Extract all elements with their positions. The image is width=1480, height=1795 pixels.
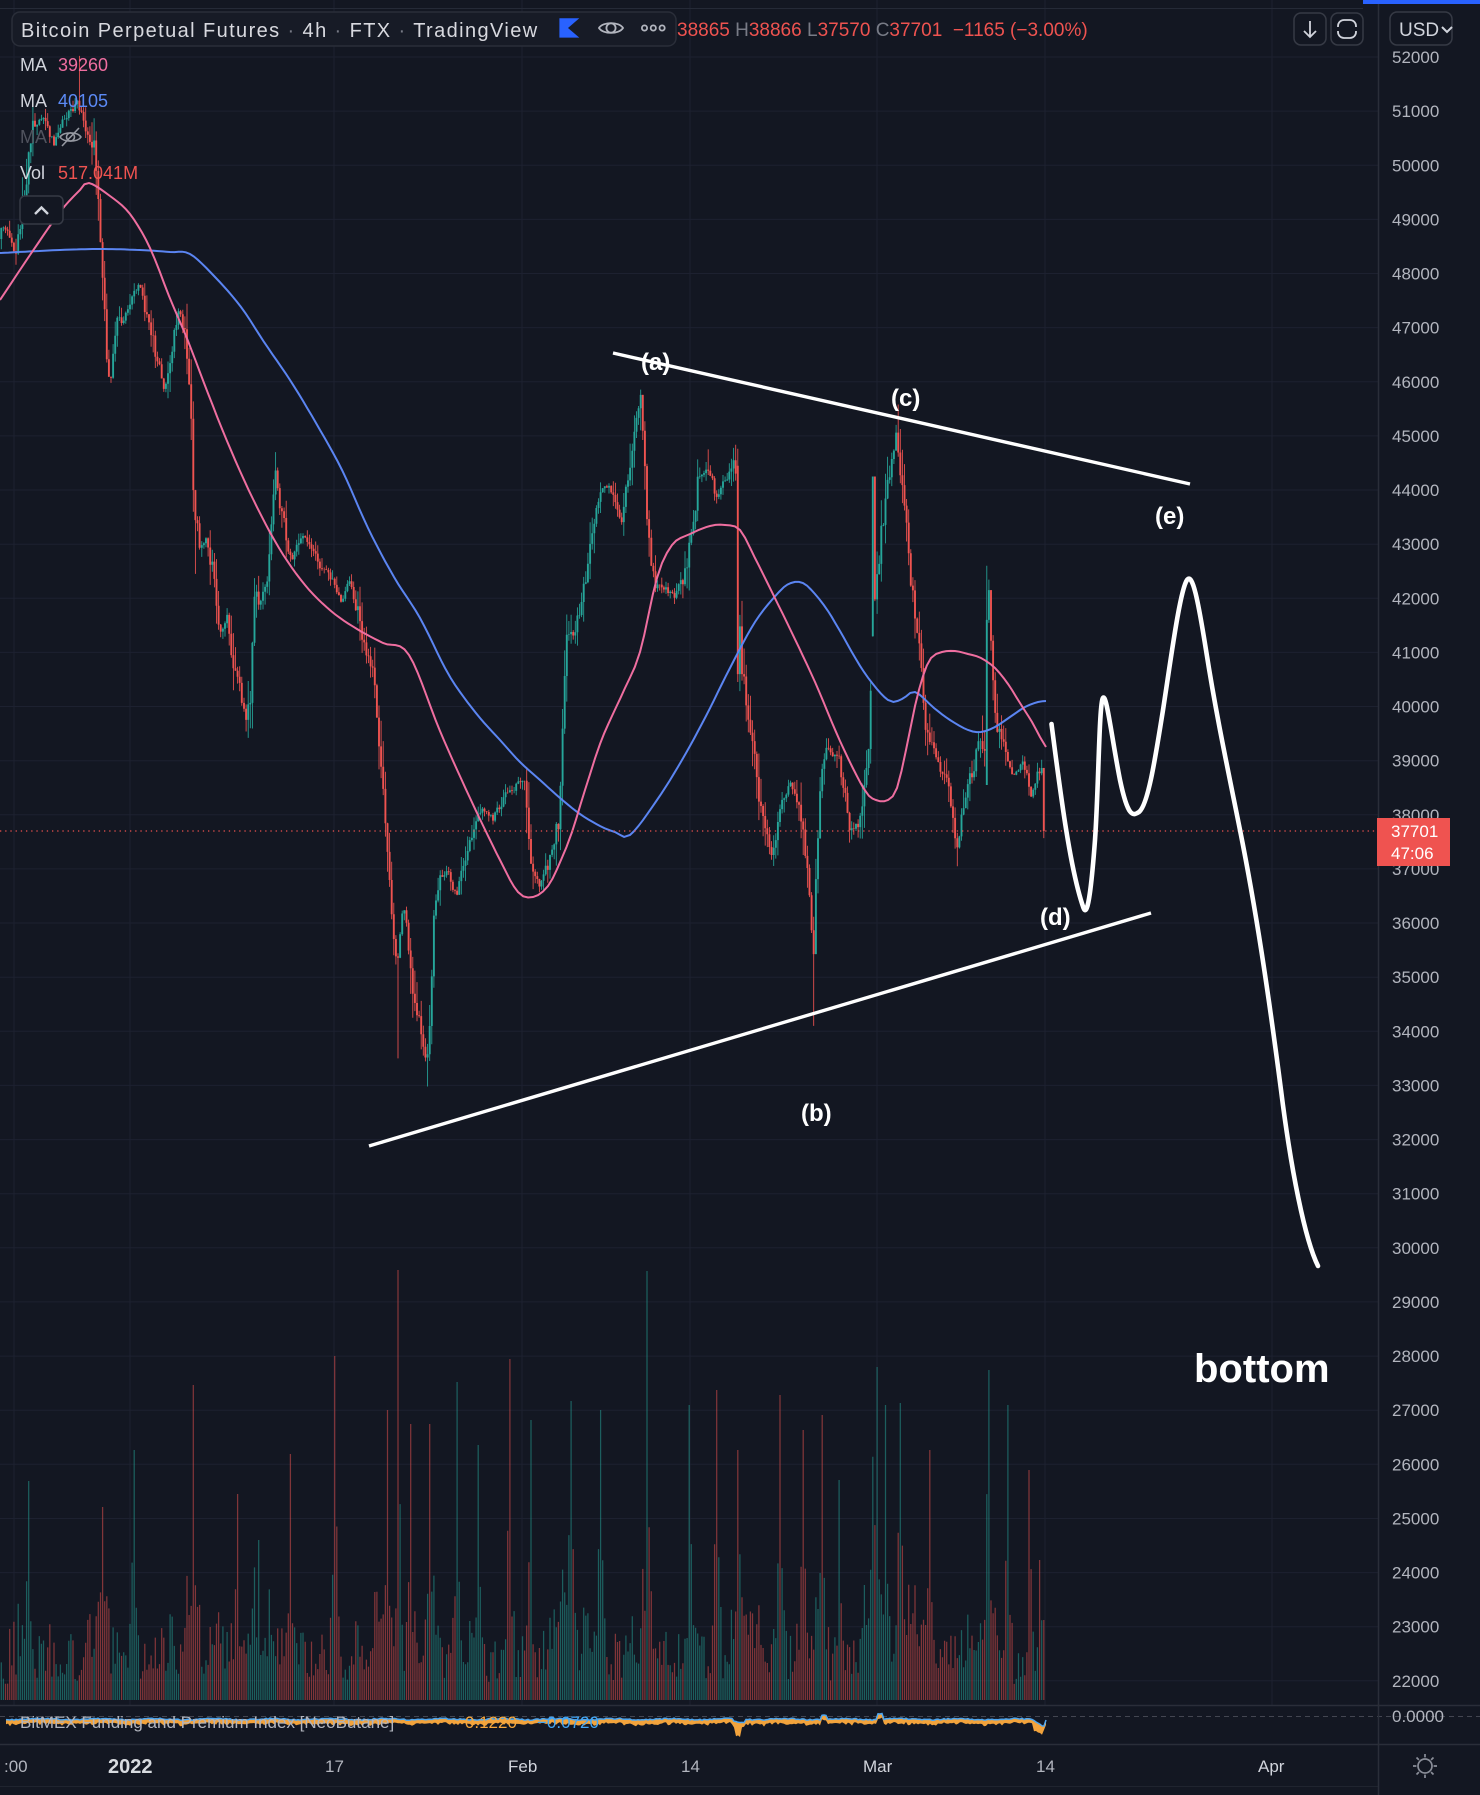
svg-text:(b): (b) — [801, 1100, 832, 1127]
svg-text:Mar: Mar — [863, 1757, 893, 1776]
svg-text:39000: 39000 — [1392, 752, 1439, 771]
svg-text:26000: 26000 — [1392, 1455, 1439, 1474]
svg-text:Apr: Apr — [1258, 1757, 1285, 1776]
svg-text:39260: 39260 — [58, 55, 108, 75]
svg-text:29000: 29000 — [1392, 1293, 1439, 1312]
svg-text:25000: 25000 — [1392, 1510, 1439, 1529]
svg-text:34000: 34000 — [1392, 1022, 1439, 1041]
svg-text:MA: MA — [20, 127, 47, 147]
svg-text:Vol: Vol — [20, 163, 45, 183]
svg-text:bottom: bottom — [1194, 1347, 1330, 1391]
svg-text:17: 17 — [325, 1757, 344, 1776]
svg-text:USD: USD — [1399, 20, 1439, 41]
svg-text:52000: 52000 — [1392, 48, 1439, 67]
svg-text:40105: 40105 — [58, 91, 108, 111]
svg-text:33000: 33000 — [1392, 1076, 1439, 1095]
svg-text:48000: 48000 — [1392, 265, 1439, 284]
svg-text:36000: 36000 — [1392, 914, 1439, 933]
svg-text:(e): (e) — [1155, 503, 1184, 530]
svg-text:Feb: Feb — [508, 1757, 537, 1776]
svg-text:−0.0720: −0.0720 — [537, 1713, 599, 1732]
svg-text:27000: 27000 — [1392, 1401, 1439, 1420]
svg-text:517.041M: 517.041M — [58, 163, 138, 183]
svg-text:28000: 28000 — [1392, 1347, 1439, 1366]
svg-text:35000: 35000 — [1392, 968, 1439, 987]
svg-text:23000: 23000 — [1392, 1618, 1439, 1637]
svg-text:49000: 49000 — [1392, 210, 1439, 229]
svg-text:38865 H38866 L37570 C37701 −1: 38865 H38866 L37570 C37701 −1165 (−3.00%… — [677, 20, 1088, 41]
svg-text:32000: 32000 — [1392, 1131, 1439, 1150]
svg-text:37701: 37701 — [1391, 822, 1438, 841]
svg-text:0.0000: 0.0000 — [1392, 1707, 1444, 1726]
svg-text:MA: MA — [20, 91, 47, 111]
svg-text:40000: 40000 — [1392, 698, 1439, 717]
svg-text:43000: 43000 — [1392, 535, 1439, 554]
svg-text:14: 14 — [681, 1757, 700, 1776]
svg-text:50000: 50000 — [1392, 156, 1439, 175]
svg-text:42000: 42000 — [1392, 589, 1439, 608]
svg-text:(a): (a) — [641, 349, 670, 376]
svg-text:24000: 24000 — [1392, 1564, 1439, 1583]
svg-text::00: :00 — [4, 1757, 28, 1776]
svg-text:BitMEX Funding and Premium Ind: BitMEX Funding and Premium Index [NeoBut… — [20, 1713, 394, 1732]
svg-text:47:06: 47:06 — [1391, 844, 1434, 863]
svg-text:Bitcoin Perpetual Futures · 4h: Bitcoin Perpetual Futures · 4h · FTX · T… — [21, 20, 539, 42]
svg-text:−0.1220: −0.1220 — [455, 1713, 517, 1732]
svg-text:31000: 31000 — [1392, 1185, 1439, 1204]
svg-text:46000: 46000 — [1392, 373, 1439, 392]
svg-text:(d): (d) — [1040, 904, 1071, 931]
svg-text:41000: 41000 — [1392, 643, 1439, 662]
svg-text:47000: 47000 — [1392, 319, 1439, 338]
svg-text:45000: 45000 — [1392, 427, 1439, 446]
svg-text:MA: MA — [20, 55, 47, 75]
svg-text:14: 14 — [1036, 1757, 1055, 1776]
svg-text:2022: 2022 — [108, 1756, 153, 1778]
svg-text:30000: 30000 — [1392, 1239, 1439, 1258]
svg-text:51000: 51000 — [1392, 102, 1439, 121]
svg-text:22000: 22000 — [1392, 1672, 1439, 1691]
svg-text:44000: 44000 — [1392, 481, 1439, 500]
svg-text:(c): (c) — [891, 385, 920, 412]
